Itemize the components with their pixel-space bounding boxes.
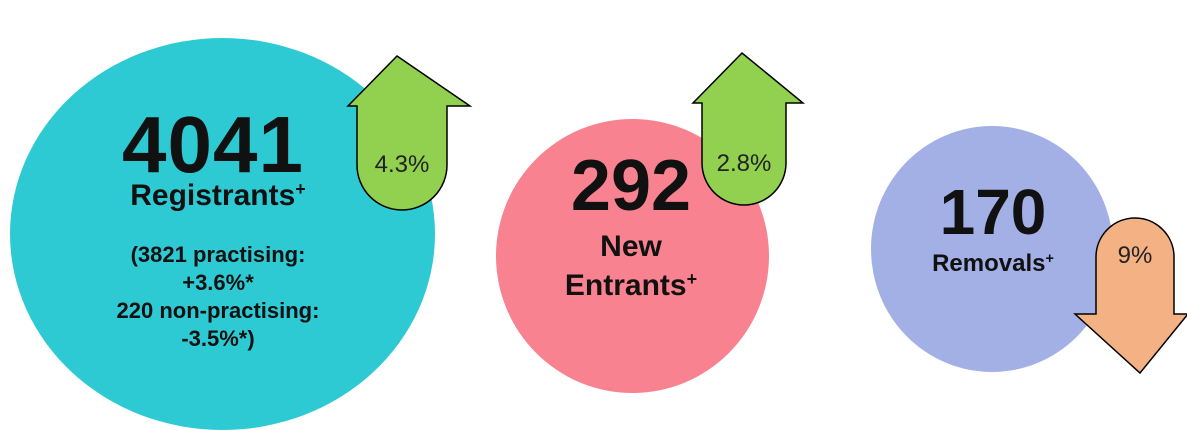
registrants-detail-line: 220 non-practising: xyxy=(116,298,320,323)
new-entrants-value: 292 xyxy=(570,146,692,226)
up-arrow-icon xyxy=(691,51,806,206)
registrants-detail-line: -3.5%*) xyxy=(181,326,255,351)
removals-label: Removals+ xyxy=(932,250,1054,277)
removals-change: 9% xyxy=(1117,242,1153,269)
registrants-detail: (3821 practising: +3.6%* 220 non-practis… xyxy=(78,241,358,353)
down-arrow-icon xyxy=(1073,217,1187,375)
removals-circle xyxy=(871,126,1113,372)
new-entrants-change: 2.8% xyxy=(716,150,772,177)
registrants-detail-line: +3.6%* xyxy=(182,270,254,295)
registrants-detail-line: (3821 practising: xyxy=(130,242,306,267)
new-entrants-label-line1: New xyxy=(600,230,662,263)
new-entrants-label-line2: Entrants+ xyxy=(564,268,698,302)
registrants-value: 4041 xyxy=(122,100,304,189)
registrants-change: 4.3% xyxy=(374,151,430,178)
registrants-label: Registrants+ xyxy=(130,178,306,212)
up-arrow-icon xyxy=(346,55,473,211)
removals-value: 170 xyxy=(939,176,1047,248)
